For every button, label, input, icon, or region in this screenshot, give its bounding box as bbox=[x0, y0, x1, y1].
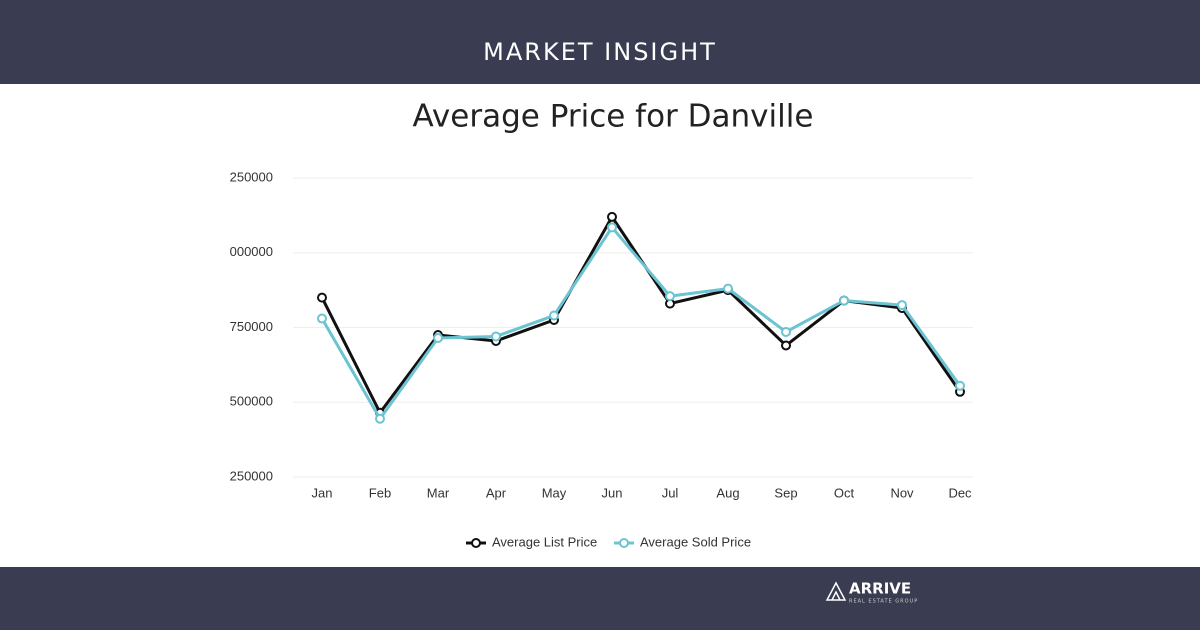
data-point bbox=[433, 332, 443, 343]
data-point bbox=[781, 326, 791, 337]
brand-name: ARRIVE bbox=[849, 580, 911, 598]
data-point bbox=[317, 292, 327, 303]
series-line bbox=[320, 225, 962, 421]
data-point bbox=[549, 310, 559, 321]
x-tick-label: Jul bbox=[662, 485, 679, 500]
brand-logo bbox=[825, 581, 847, 601]
data-point bbox=[955, 380, 965, 391]
header-band bbox=[0, 0, 1200, 84]
x-tick-label: Jan bbox=[312, 485, 333, 500]
legend-marker bbox=[619, 538, 629, 548]
brand-tagline: REAL ESTATE GROUP bbox=[849, 599, 918, 605]
series-line bbox=[320, 215, 962, 415]
data-point bbox=[781, 340, 791, 351]
x-tick-label: May bbox=[542, 485, 567, 500]
x-tick-label: Sep bbox=[774, 485, 797, 500]
data-point bbox=[607, 222, 617, 233]
banner: MARKET INSIGHT bbox=[483, 38, 717, 66]
x-tick-label: Nov bbox=[890, 485, 914, 500]
data-point bbox=[723, 283, 733, 294]
footer-band bbox=[0, 567, 1200, 630]
legend-label: Average List Price bbox=[492, 534, 597, 549]
x-tick-label: Oct bbox=[834, 485, 855, 500]
x-tick-label: Feb bbox=[369, 485, 391, 500]
chart-title: Average Price for Danville bbox=[413, 99, 814, 135]
legend-label: Average Sold Price bbox=[640, 534, 751, 549]
data-point bbox=[375, 413, 385, 424]
x-tick-label: Mar bbox=[427, 485, 450, 500]
y-tick-label: 500000 bbox=[230, 394, 273, 409]
data-point bbox=[897, 300, 907, 311]
x-tick-label: Jun bbox=[602, 485, 623, 500]
data-point bbox=[839, 295, 849, 306]
y-tick-label: 250000 bbox=[230, 169, 273, 184]
data-point bbox=[665, 291, 675, 302]
data-point bbox=[317, 313, 327, 324]
data-point bbox=[607, 211, 617, 222]
y-tick-label: 000000 bbox=[230, 244, 273, 259]
x-tick-label: Apr bbox=[486, 485, 507, 500]
y-tick-label: 750000 bbox=[230, 319, 273, 334]
x-tick-label: Aug bbox=[716, 485, 739, 500]
legend-marker bbox=[471, 538, 481, 548]
data-point bbox=[491, 331, 501, 342]
y-tick-label: 250000 bbox=[230, 468, 273, 483]
x-tick-label: Dec bbox=[948, 485, 972, 500]
